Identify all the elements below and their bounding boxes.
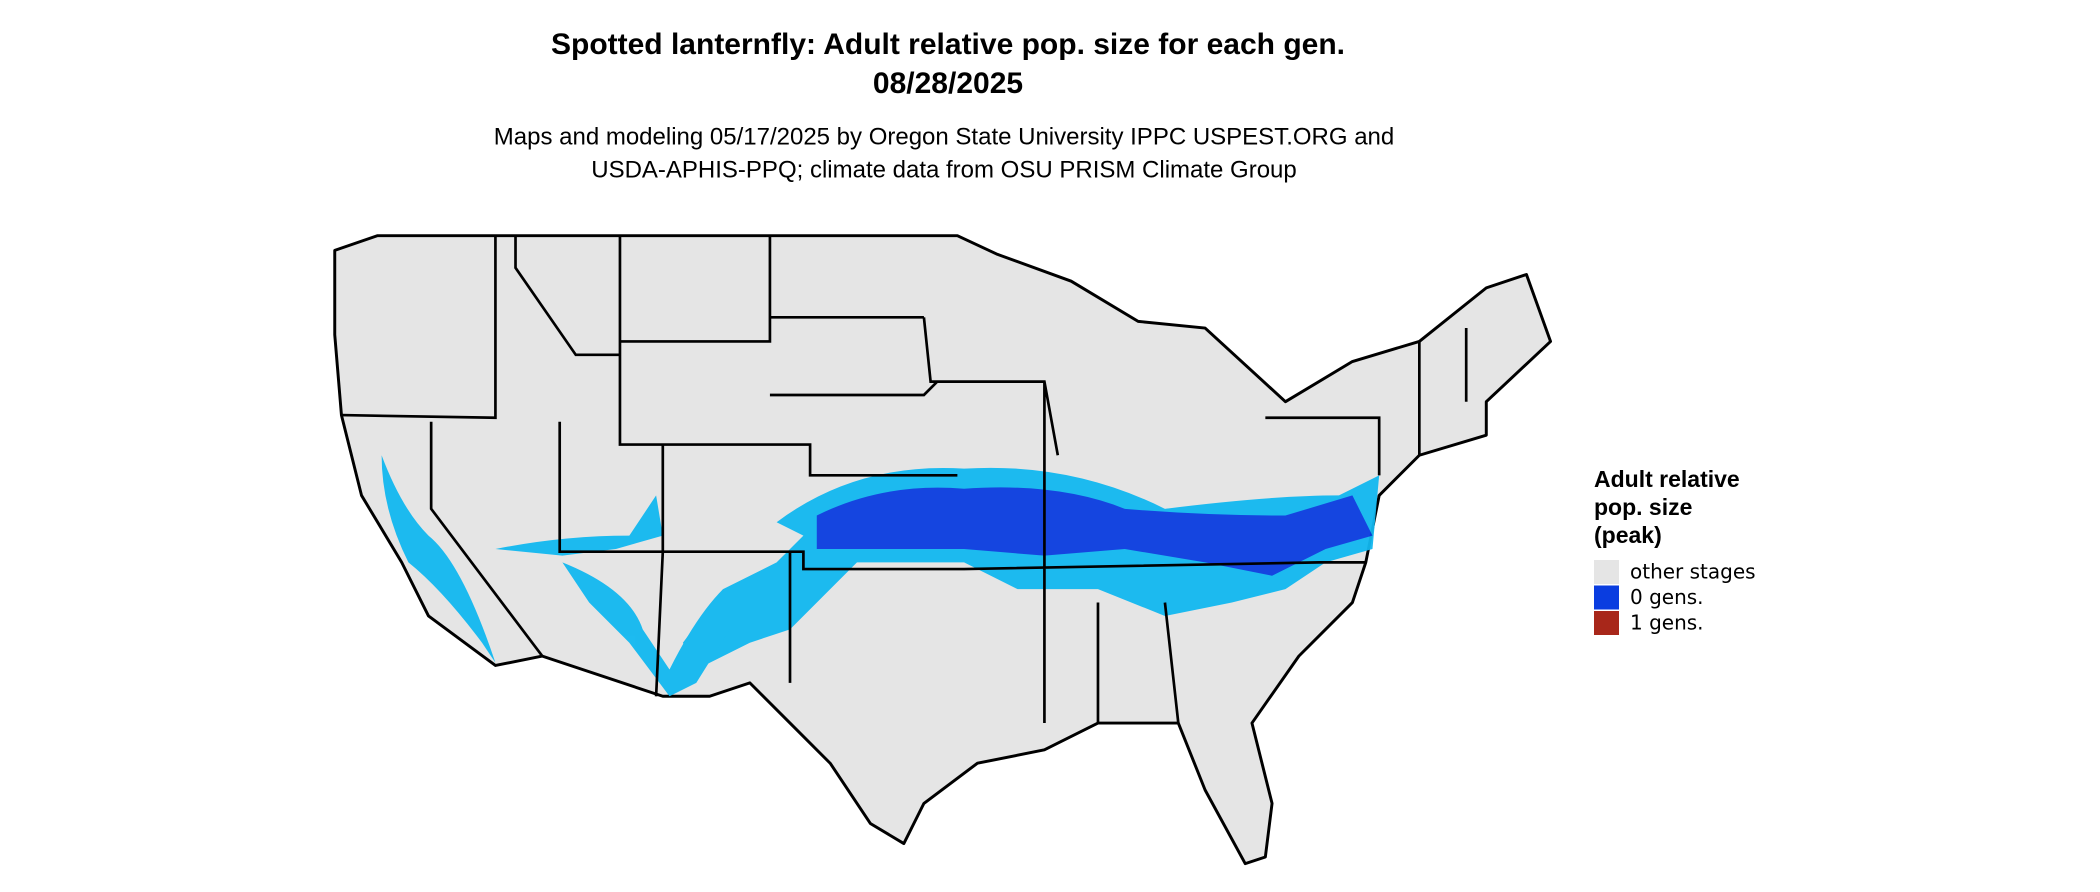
legend-swatch bbox=[1594, 611, 1619, 635]
legend-title: pop. size bbox=[1594, 494, 1692, 520]
title: Spotted lanternfly: Adult relative pop. … bbox=[551, 28, 1345, 61]
legend: Adult relative pop. size (peak) other st… bbox=[1594, 466, 1756, 635]
legend-title: Adult relative bbox=[1594, 466, 1740, 492]
subtitle: Maps and modeling 05/17/2025 by Oregon S… bbox=[494, 123, 1394, 150]
map bbox=[333, 234, 1553, 866]
legend-label: 1 gens. bbox=[1630, 611, 1704, 635]
subtitle: USDA-APHIS-PPQ; climate data from OSU PR… bbox=[591, 156, 1297, 183]
date: 08/28/2025 bbox=[873, 67, 1023, 100]
legend-label: other stages bbox=[1630, 560, 1756, 584]
state-borders bbox=[341, 235, 1468, 724]
legend-swatch bbox=[1594, 560, 1619, 584]
legend-swatch bbox=[1594, 585, 1619, 610]
legend-label: 0 gens. bbox=[1630, 585, 1704, 609]
legend-title: (peak) bbox=[1594, 522, 1662, 548]
